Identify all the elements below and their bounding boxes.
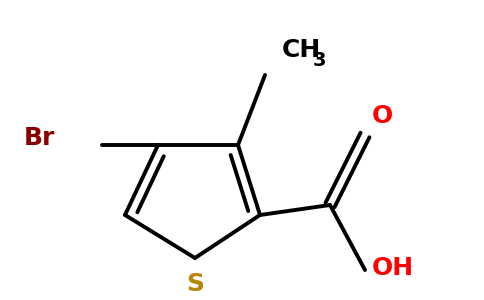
Text: OH: OH bbox=[372, 256, 414, 280]
Text: O: O bbox=[372, 104, 393, 128]
Text: Br: Br bbox=[24, 126, 55, 150]
Text: 3: 3 bbox=[313, 51, 327, 70]
Text: S: S bbox=[186, 272, 204, 296]
Text: CH: CH bbox=[282, 38, 321, 62]
